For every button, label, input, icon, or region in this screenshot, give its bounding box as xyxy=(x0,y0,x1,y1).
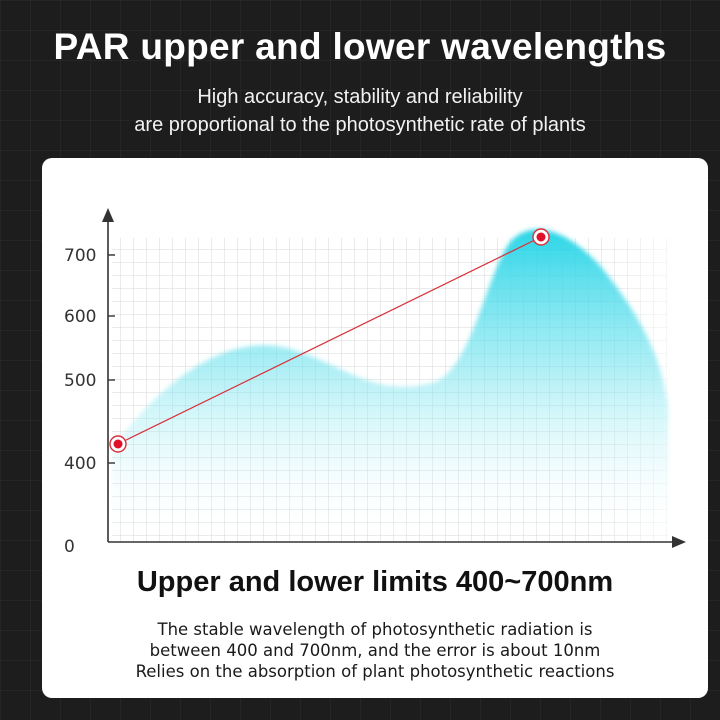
subtitle-line-1: High accuracy, stability and reliability xyxy=(197,86,523,108)
page-title: PAR upper and lower wavelengths xyxy=(53,26,667,67)
y-tick-label: 600 xyxy=(64,307,96,327)
area-curve xyxy=(112,229,668,542)
x-axis-arrow-icon xyxy=(672,536,686,548)
card-body-line-3: Relies on the absorption of plant photos… xyxy=(135,662,615,681)
wavelength-chart: 700 600 500 400 0 xyxy=(64,208,708,557)
limit-connector-line xyxy=(117,236,542,445)
y-tick-group: 700 600 500 400 0 xyxy=(64,246,115,557)
card-heading: Upper and lower limits 400~700nm xyxy=(136,566,614,598)
y-tick-label: 0 xyxy=(64,537,75,557)
limit-markers xyxy=(109,228,550,453)
y-tick-label: 400 xyxy=(64,454,96,474)
limit-marker-dot xyxy=(536,232,546,242)
y-axis-arrow-icon xyxy=(102,208,114,222)
subtitle-line-2: are proportional to the photosynthetic r… xyxy=(134,114,586,136)
y-tick-label: 700 xyxy=(64,246,96,266)
y-tick-label: 500 xyxy=(64,371,96,391)
info-card: 700 600 500 400 0 Upper and lower limits 400… xyxy=(42,158,708,698)
card-body-line-1: The stable wavelength of photosynthetic … xyxy=(157,620,593,639)
card-body-line-2: between 400 and 700nm, and the error is … xyxy=(149,641,601,660)
limit-marker-dot xyxy=(113,439,123,449)
